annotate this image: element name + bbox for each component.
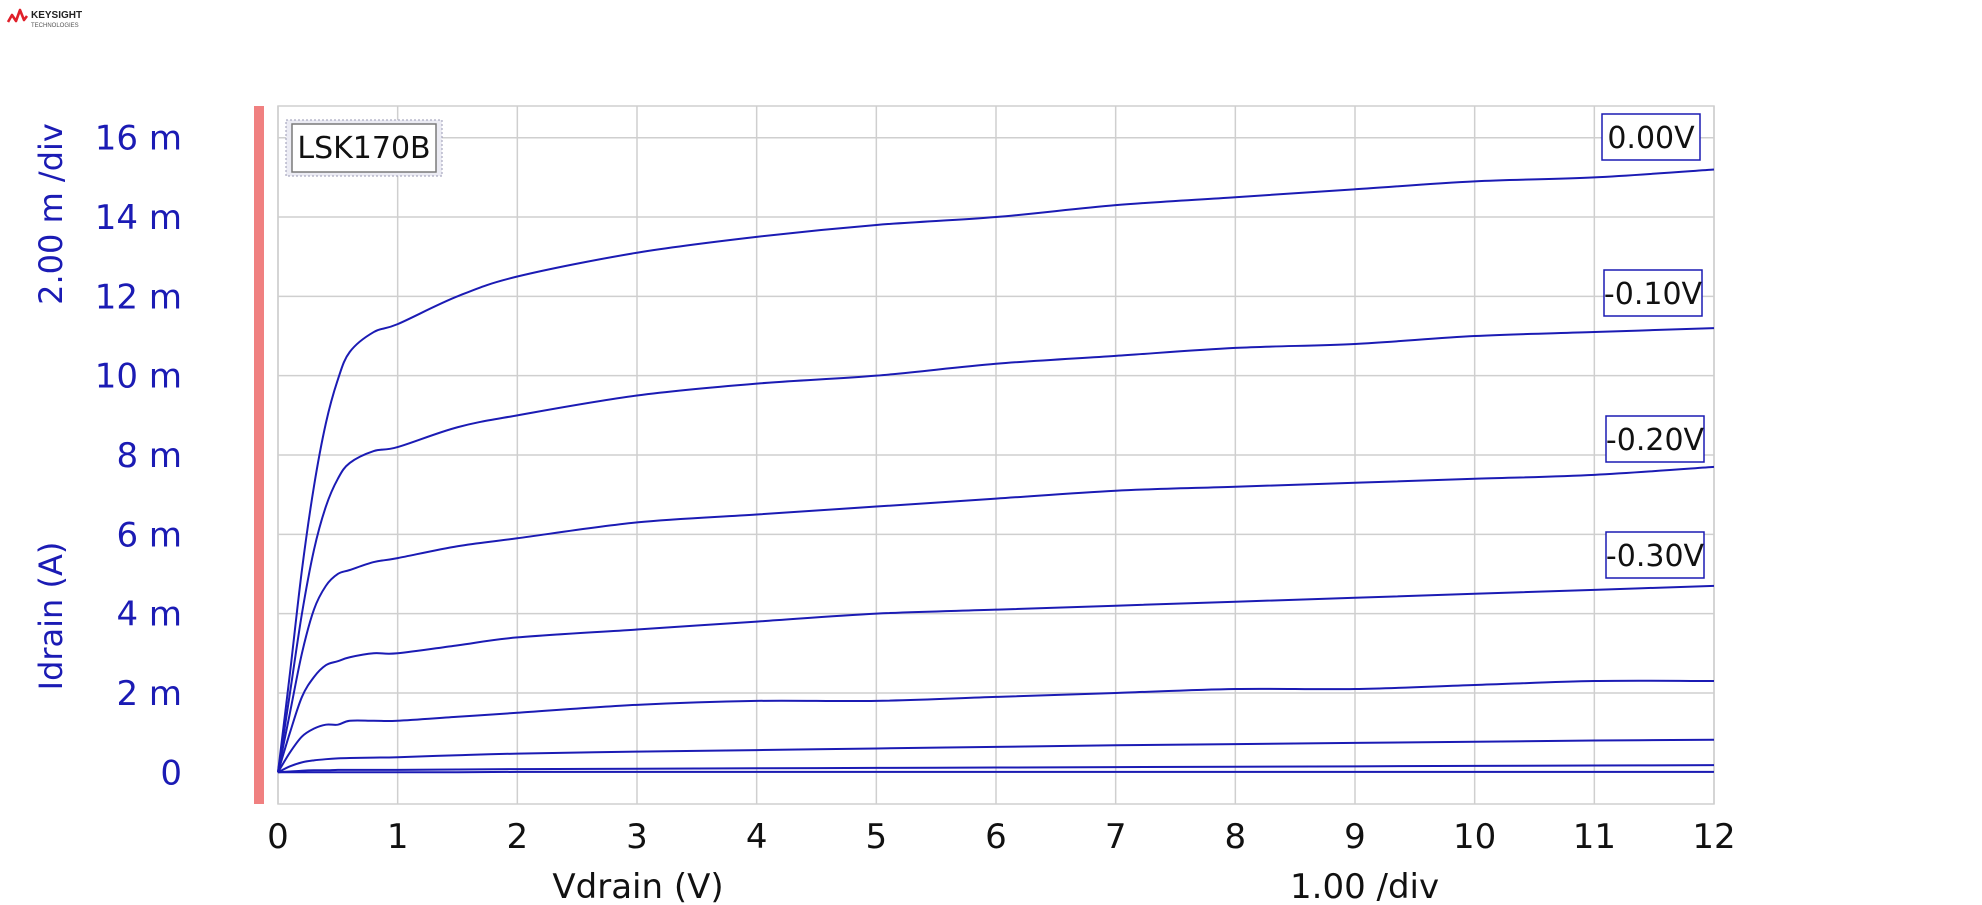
series-tag-1: -0.10V <box>1603 269 1703 317</box>
y-tick-label: 4 m <box>116 595 182 635</box>
x-axis-label: Vdrain (V) <box>552 867 723 905</box>
title-box: LSK170B <box>285 119 443 177</box>
logo-wave-icon <box>6 8 29 23</box>
x-tick-label: 12 <box>1692 817 1735 857</box>
series-line-4 <box>277 679 1715 773</box>
logo-brand-sub: TECHNOLOGIES <box>31 23 79 29</box>
series-tag-3: -0.30V <box>1605 531 1705 579</box>
series-line-3 <box>277 584 1715 773</box>
y-tick-label: 10 m <box>95 357 182 397</box>
series-tag-label: -0.10V <box>1604 277 1703 312</box>
x-tick-label: 1 <box>387 817 409 857</box>
series-line-0 <box>277 168 1715 773</box>
y-axis-label: Idrain (A) <box>32 542 70 691</box>
x-tick-label: 6 <box>985 817 1007 857</box>
series-tag-0: 0.00V <box>1601 113 1701 161</box>
series-group <box>277 168 1715 774</box>
y-tick-label: 12 m <box>95 277 182 317</box>
x-tick-label: 3 <box>626 817 648 857</box>
x-tick-label: 9 <box>1344 817 1366 857</box>
y-tick-label: 2 m <box>116 674 182 714</box>
series-line-5 <box>277 738 1715 774</box>
series-line-1 <box>277 327 1715 773</box>
x-tick-label: 11 <box>1573 817 1616 857</box>
series-tag-2: -0.20V <box>1605 415 1705 463</box>
logo-brand-name: KEYSIGHT <box>31 10 82 21</box>
x-div-label: 1.00 /div <box>1290 867 1439 905</box>
y-tick-label: 6 m <box>116 515 182 555</box>
y-tick-label: 14 m <box>95 198 182 238</box>
x-tick-label: 2 <box>507 817 529 857</box>
x-tick-label: 7 <box>1105 817 1127 857</box>
plot-border <box>277 105 1715 805</box>
y-tick-label: 0 <box>160 753 182 793</box>
keysight-logo: KEYSIGHT TECHNOLOGIES <box>6 8 82 29</box>
x-tick-label: 0 <box>267 817 289 857</box>
x-tick-label: 4 <box>746 817 768 857</box>
y-div-label: 2.00 m /div <box>32 123 70 305</box>
x-tick-label: 10 <box>1453 817 1496 857</box>
series-tags: 0.00V -0.10V -0.20V -0.30V <box>1601 113 1705 579</box>
tick-labels: 02 m4 m6 m8 m10 m12 m14 m16 m0 1 2 3 4 5 6 7 8 9 1… <box>95 119 1736 857</box>
x-tick-label: 8 <box>1225 817 1247 857</box>
series-line-2 <box>277 465 1715 773</box>
series-line-6 <box>277 764 1715 774</box>
series-tag-label: -0.20V <box>1606 423 1705 458</box>
chart-title: LSK170B <box>297 131 430 166</box>
series-tag-label: 0.00V <box>1607 121 1695 156</box>
y-tick-label: 16 m <box>95 119 182 159</box>
grid <box>277 105 1715 805</box>
series-tag-label: -0.30V <box>1606 539 1705 574</box>
x-tick-label: 5 <box>866 817 888 857</box>
accent-bar <box>254 106 264 804</box>
y-tick-label: 8 m <box>116 436 182 476</box>
